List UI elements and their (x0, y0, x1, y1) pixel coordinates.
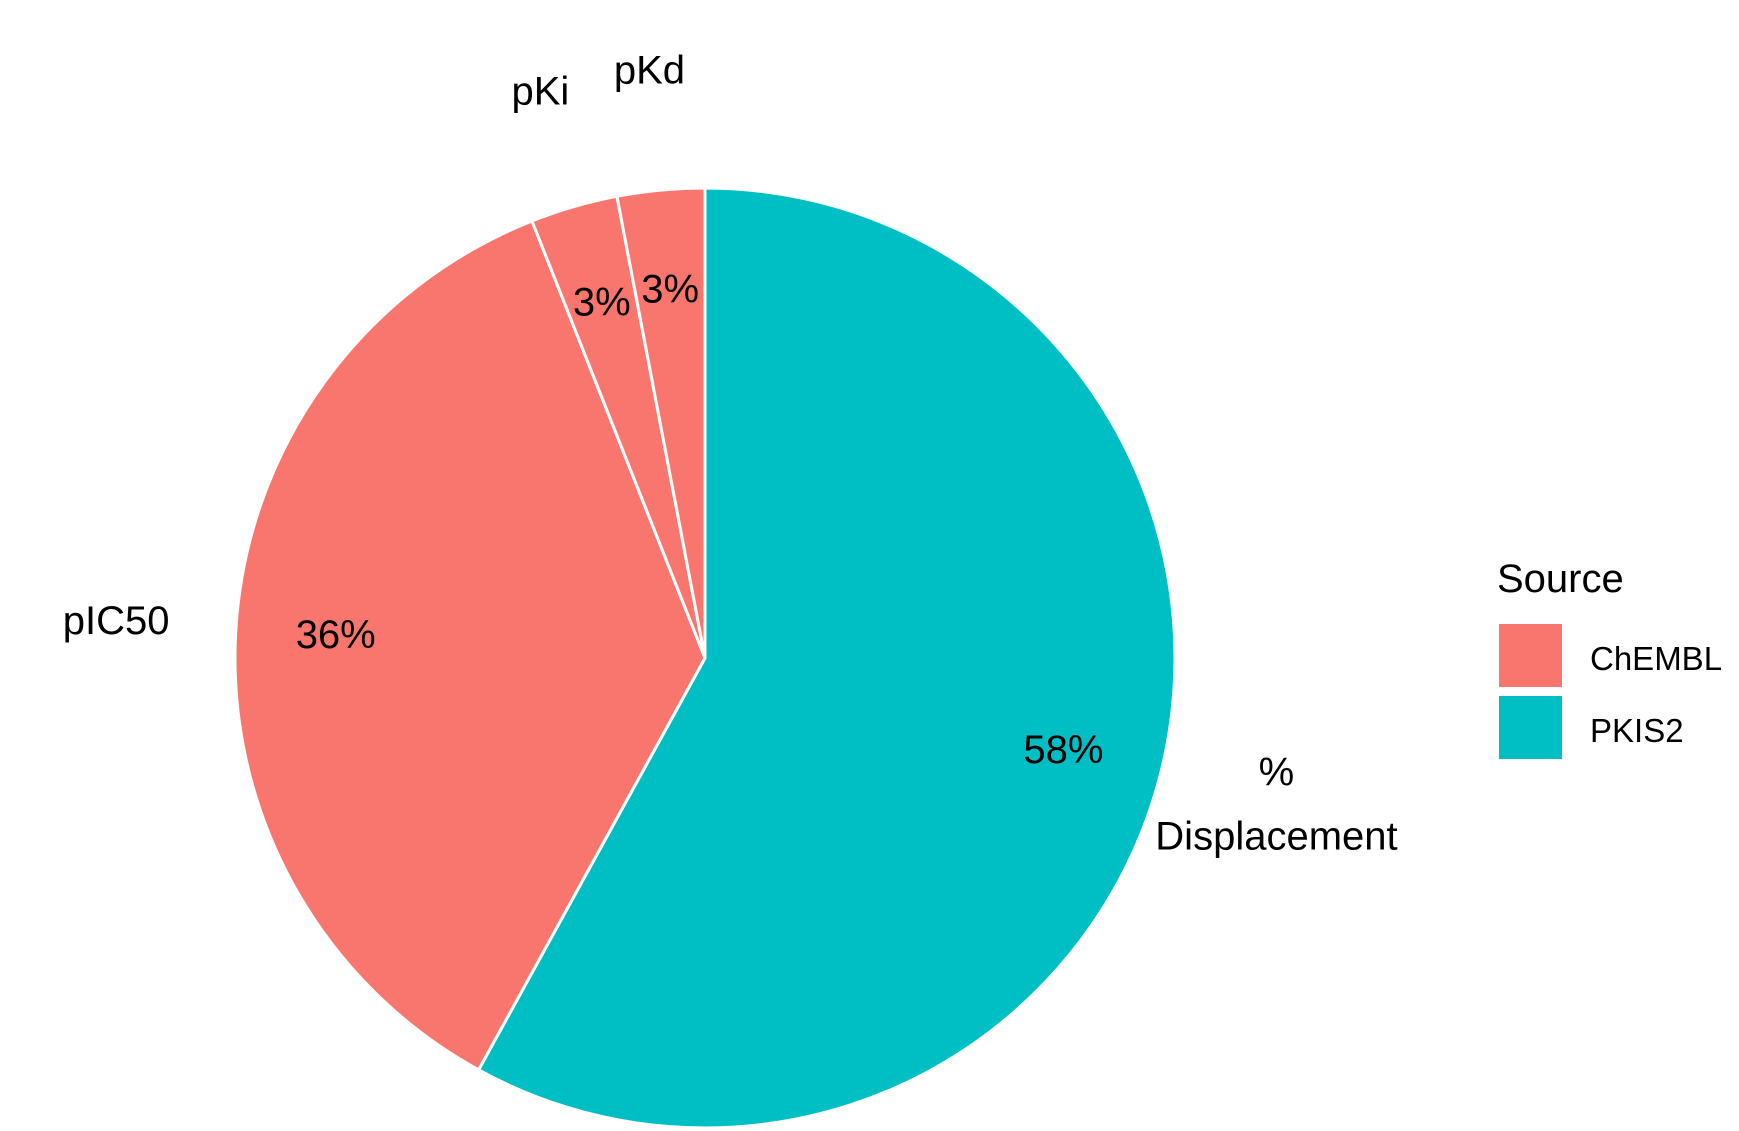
pie-slice-pkd (615, 186, 707, 659)
legend: Source ChEMBL PKIS2 (1497, 557, 1722, 759)
category-label-displacement: % Displacement (1155, 751, 1397, 859)
pie-slices (233, 186, 1177, 1130)
percent-labels: 58% 36% 3% 3% (296, 268, 1104, 772)
category-label-pki: pKi (511, 69, 569, 113)
legend-label-pkis2: PKIS2 (1590, 712, 1684, 749)
percent-label-displacement: 58% (1023, 728, 1103, 772)
percent-label-pkd: 3% (641, 268, 699, 312)
pie-slice-displacement (476, 186, 1177, 1130)
category-labels: % Displacement pIC50 pKi pKd (63, 49, 1398, 859)
category-label-line: pIC50 (63, 599, 170, 643)
category-label-line: % (1259, 751, 1295, 795)
percent-label-pki: 3% (573, 281, 631, 325)
category-label-line: Displacement (1155, 815, 1397, 859)
category-label-pic50: pIC50 (63, 599, 170, 643)
legend-key-chembl (1499, 624, 1562, 687)
legend-label-chembl: ChEMBL (1590, 640, 1722, 677)
legend-key-pkis2 (1499, 696, 1562, 759)
category-label-line: pKi (511, 69, 569, 113)
legend-title: Source (1497, 557, 1624, 601)
category-label-pkd: pKd (614, 49, 685, 93)
pie-slice-pic50 (233, 219, 707, 1072)
percent-label-pic50: 36% (296, 613, 376, 657)
category-label-line: pKd (614, 49, 685, 93)
